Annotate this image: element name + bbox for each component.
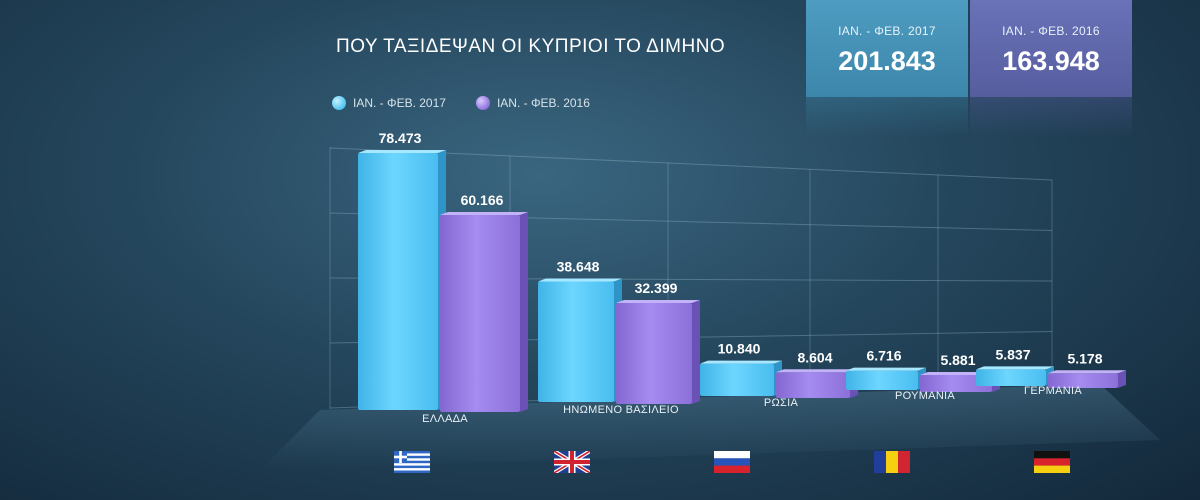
germany-flag-icon [1034, 451, 1070, 473]
value-label: 10.840 [718, 341, 761, 357]
category-label: ΡΩΣΙΑ [764, 397, 799, 409]
legend-label-2017: ΙΑΝ. - ΦΕΒ. 2017 [353, 96, 446, 110]
uk-flag-icon [554, 451, 590, 473]
value-label: 5.178 [1067, 350, 1102, 366]
legend-swatch-2016 [475, 96, 490, 110]
value-label: 8.604 [797, 349, 832, 365]
bar-top [976, 366, 1054, 370]
bar-top [776, 369, 858, 373]
bar-top [846, 367, 926, 371]
bar-top [616, 299, 700, 303]
bar [1048, 373, 1118, 388]
summary-total-2016: 163.948 [1002, 46, 1100, 76]
bars-layer [358, 150, 1126, 412]
chart-legend: ΙΑΝ. - ΦΕΒ. 2017 ΙΑΝ. - ΦΕΒ. 2016 [332, 96, 620, 110]
bar [700, 363, 774, 396]
value-label: 78.473 [379, 130, 422, 146]
bar [538, 281, 614, 402]
bar [846, 370, 918, 390]
bar-side [692, 299, 700, 404]
bar-top [700, 360, 782, 364]
labels-layer: 78.473 60.166 ΕΛΛΑΔΑ 38.648 32.399 ΗΝΩΜΕΝΟ ΒΑ… [379, 130, 1103, 425]
grid-line-h [329, 147, 1053, 181]
bar [358, 153, 438, 411]
bar-side [1118, 370, 1126, 388]
bar-side [520, 211, 528, 412]
summary-total-2017: 201.843 [838, 46, 936, 76]
summary-reflection-2016 [970, 97, 1132, 137]
legend-swatch-2017 [332, 96, 346, 110]
summary-period-2016: ΙΑΝ. - ΦΕΒ. 2016 [1002, 24, 1100, 38]
value-label: 5.881 [940, 352, 975, 368]
value-label: 32.399 [635, 280, 678, 296]
bar-top [538, 278, 622, 282]
category-label: ΓΕΡΜΑΝΙΑ [1024, 385, 1082, 397]
bar [616, 302, 692, 404]
summary-period-2017: ΙΑΝ. - ΦΕΒ. 2017 [838, 24, 936, 38]
bar [976, 369, 1046, 386]
chart-title: ΠΟΥ ΤΑΞΙΔΕΨΑΝ ΟΙ ΚΥΠΡΙΟΙ ΤΟ ΔΙΜΗΝΟ [336, 36, 726, 57]
value-label: 5.837 [995, 346, 1030, 362]
summary-reflection-2017 [806, 97, 968, 137]
legend-item-2017: ΙΑΝ. - ΦΕΒ. 2017 [332, 96, 446, 110]
value-label: 6.716 [866, 348, 901, 364]
value-label: 60.166 [461, 192, 504, 208]
bar-top [1048, 370, 1126, 374]
category-label: ΡΟΥΜΑΝΙΑ [895, 390, 955, 402]
bar-top [358, 150, 446, 154]
value-label: 38.648 [557, 258, 600, 274]
bar [440, 214, 520, 412]
category-label: ΕΛΛΑΔΑ [422, 413, 468, 425]
bar [776, 372, 850, 398]
legend-label-2016: ΙΑΝ. - ΦΕΒ. 2016 [496, 96, 590, 110]
summary-card-2016: ΙΑΝ. - ΦΕΒ. 2016 163.948 [970, 0, 1132, 97]
summary-card-2017: ΙΑΝ. - ΦΕΒ. 2017 201.843 [806, 0, 968, 97]
romania-flag-icon [874, 451, 910, 473]
legend-item-2016: ΙΑΝ. - ΦΕΒ. 2016 [475, 96, 590, 110]
bar [920, 374, 992, 392]
category-label: ΗΝΩΜΕΝΟ ΒΑΣΙΛΕΙΟ [563, 404, 679, 416]
bar-top [440, 211, 528, 215]
greece-flag-icon [394, 451, 430, 473]
russia-flag-icon [714, 451, 750, 473]
